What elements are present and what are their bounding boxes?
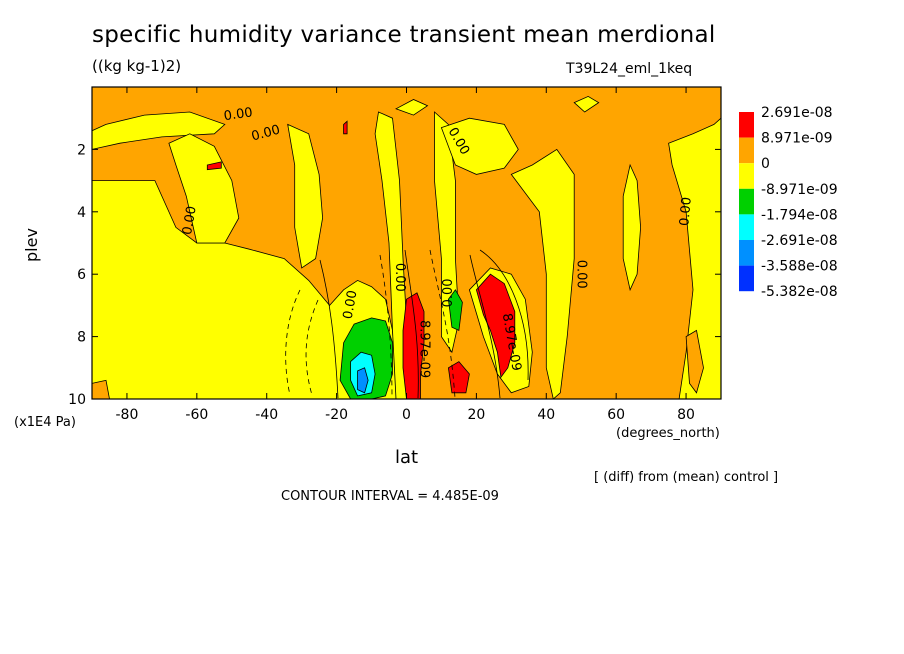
contour-region bbox=[685, 329, 704, 394]
x-tick-label: 80 bbox=[677, 407, 695, 423]
legend-label: -2.691e-08 bbox=[761, 233, 838, 249]
y-tick-label: 2 bbox=[77, 142, 86, 158]
legend-swatch bbox=[739, 137, 754, 164]
contour-region bbox=[357, 367, 369, 394]
chart-title: specific humidity variance transient mea… bbox=[92, 22, 716, 48]
contour-line bbox=[319, 259, 339, 399]
contour-region bbox=[287, 123, 324, 269]
legend-label: 2.691e-08 bbox=[761, 105, 833, 121]
x-tick-label: 60 bbox=[607, 407, 625, 423]
legend-label: 0 bbox=[761, 156, 770, 172]
x-tick-label: -40 bbox=[255, 407, 278, 423]
legend-label: -8.971e-09 bbox=[761, 182, 838, 198]
legend-swatch bbox=[739, 188, 754, 215]
contour-region bbox=[395, 99, 429, 116]
contour-line bbox=[479, 249, 529, 381]
y-tick-label: 10 bbox=[68, 392, 86, 408]
contour-region bbox=[206, 161, 222, 171]
contour-label: 0.00 bbox=[392, 263, 407, 292]
legend-label: -5.382e-08 bbox=[761, 284, 838, 300]
x-tick-label: -60 bbox=[185, 407, 208, 423]
contour-label: 0.00 bbox=[574, 260, 589, 289]
contour-label: 0.00 bbox=[223, 105, 254, 124]
contour-label: 0.00 bbox=[341, 289, 361, 320]
legend-label: -3.588e-08 bbox=[761, 259, 838, 275]
y-tick-label: 8 bbox=[77, 330, 86, 346]
contour-region bbox=[622, 163, 642, 292]
contour-region bbox=[92, 379, 110, 399]
contour-region bbox=[510, 148, 575, 399]
contour-line bbox=[305, 299, 319, 396]
y-tick-label: 6 bbox=[77, 267, 86, 283]
legend-swatch bbox=[739, 240, 754, 266]
y-tick-label: 4 bbox=[77, 205, 86, 221]
contour-label: 0.00 bbox=[180, 205, 200, 236]
chart-units: ((kg kg-1)2) bbox=[92, 57, 182, 75]
x-tick-label: 20 bbox=[467, 407, 485, 423]
y-axis-units: (x1E4 Pa) bbox=[14, 415, 76, 430]
contour-line bbox=[469, 254, 501, 399]
contour-label: 0.00 bbox=[677, 196, 694, 226]
contour-region bbox=[440, 117, 519, 175]
contour-label: 0.00 bbox=[441, 278, 456, 307]
x-tick-label: 40 bbox=[537, 407, 555, 423]
run-id: T39L24_eml_1keq bbox=[566, 61, 693, 77]
contour-line bbox=[379, 254, 393, 399]
legend-swatch bbox=[739, 112, 754, 138]
x-axis-units: (degrees_north) bbox=[616, 426, 720, 441]
contour-line bbox=[285, 289, 301, 396]
contour-line bbox=[404, 249, 419, 399]
contour-interval: CONTOUR INTERVAL = 4.485E-09 bbox=[281, 489, 499, 504]
x-tick-label: -20 bbox=[325, 407, 348, 423]
x-tick-label: -80 bbox=[116, 407, 139, 423]
legend-swatch bbox=[739, 163, 754, 189]
contour-region bbox=[668, 117, 721, 399]
legend-swatch bbox=[739, 214, 754, 240]
contour-label: 8.97e-09 bbox=[416, 320, 431, 378]
x-axis-label: lat bbox=[395, 447, 419, 468]
contour-region bbox=[573, 95, 600, 113]
x-tick-label: 0 bbox=[402, 407, 411, 423]
diff-note: [ (diff) from (mean) control ] bbox=[594, 470, 779, 485]
contour-region bbox=[343, 120, 348, 135]
legend-label: -1.794e-08 bbox=[761, 207, 838, 223]
contour-line bbox=[429, 249, 456, 399]
contour-region bbox=[402, 292, 425, 399]
contour-region bbox=[447, 289, 463, 331]
legend-swatch bbox=[739, 265, 754, 292]
contour-region bbox=[168, 133, 240, 244]
legend-label: 8.971e-09 bbox=[761, 131, 833, 147]
contour-label: 0.00 bbox=[250, 123, 282, 145]
